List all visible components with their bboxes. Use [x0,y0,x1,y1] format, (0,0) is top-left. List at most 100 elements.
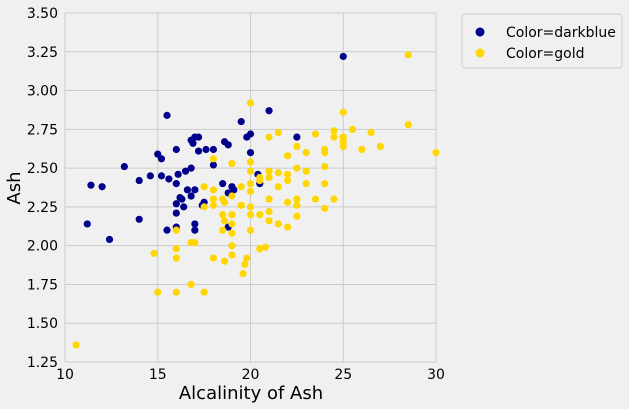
data-point [247,227,254,234]
data-point [173,180,180,187]
data-point [188,239,195,246]
data-point [201,289,208,296]
data-point [221,199,228,206]
data-point [247,149,254,156]
data-point [176,194,183,201]
data-point [195,133,202,140]
data-point [256,245,263,252]
data-point [293,143,300,150]
data-point [73,341,80,348]
data-point [284,171,291,178]
data-point [293,213,300,220]
data-point [265,133,272,140]
x-tick-label: 25 [334,367,352,383]
data-point [432,149,439,156]
data-point [219,180,226,187]
data-point [84,220,91,227]
data-point [150,250,157,257]
data-point [247,99,254,106]
data-point [163,227,170,234]
data-point [265,107,272,114]
data-point [284,177,291,184]
y-tick-label: 3.50 [27,6,58,22]
data-point [247,158,254,165]
data-point [284,223,291,230]
data-point [219,211,226,218]
data-point [210,254,217,261]
x-tick-label: 10 [56,367,74,383]
data-point [165,175,172,182]
data-point [238,202,245,209]
data-point [201,183,208,190]
data-point [173,254,180,261]
data-point [173,289,180,296]
data-point [136,177,143,184]
data-point [330,133,337,140]
data-point [147,172,154,179]
data-point [210,196,217,203]
data-point [173,227,180,234]
data-point [247,188,254,195]
data-point [265,196,272,203]
data-point [275,220,282,227]
legend: Color=darkblue Color=gold [462,14,622,68]
legend-label-gold: Color=gold [506,46,585,62]
data-point [221,217,228,224]
data-point [228,251,235,258]
data-point [163,112,170,119]
data-point [241,261,248,268]
data-point [210,202,217,209]
x-tick-label: 20 [242,367,260,383]
data-point [225,141,232,148]
data-point [330,127,337,134]
data-point [228,230,235,237]
data-point [275,129,282,136]
data-point [210,146,217,153]
y-tick-label: 2.75 [27,122,58,138]
data-point [191,220,198,227]
data-point [238,118,245,125]
data-point [188,192,195,199]
data-point [340,53,347,60]
data-point [265,217,272,224]
data-point [175,171,182,178]
data-point [284,152,291,159]
data-point [189,140,196,147]
y-tick-label: 1.50 [27,316,58,332]
data-point [184,186,191,193]
data-point [195,147,202,154]
data-point [182,168,189,175]
data-point [293,196,300,203]
data-point [188,281,195,288]
data-point [158,155,165,162]
data-point [180,203,187,210]
data-point [228,220,235,227]
data-point [239,270,246,277]
data-point [99,183,106,190]
data-point [358,146,365,153]
data-point [121,163,128,170]
data-point [247,180,254,187]
data-point [312,130,319,137]
data-point [340,109,347,116]
y-tick-label: 3.00 [27,84,58,100]
data-point [173,200,180,207]
x-tick-label: 30 [427,367,445,383]
y-tick-label: 2.25 [27,200,58,216]
data-point [303,168,310,175]
data-point [221,258,228,265]
legend-marker-gold [476,49,485,58]
x-axis-label: Alcalinity of Ash [179,383,323,404]
data-point [265,168,272,175]
data-point [173,245,180,252]
data-point [228,242,235,249]
y-tick-label: 1.25 [27,355,58,371]
data-point [191,186,198,193]
y-axis-label: Ash [4,171,25,204]
data-point [201,203,208,210]
data-point [238,183,245,190]
data-point [219,227,226,234]
data-point [275,183,282,190]
data-point [106,236,113,243]
